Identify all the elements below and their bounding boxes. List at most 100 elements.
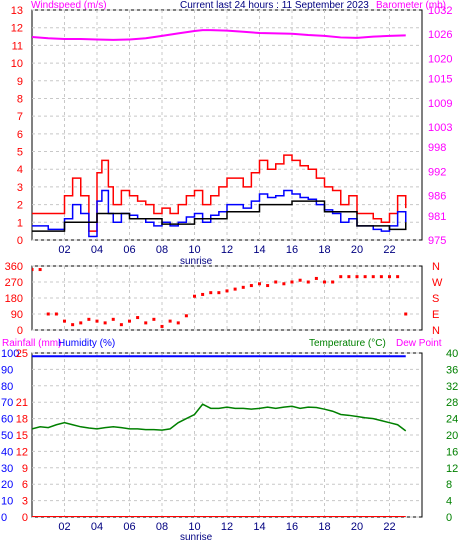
rain-tick-label: 12 [16,446,28,458]
y-tick-label: 270 [5,277,23,289]
y-tick-label: 360 [5,261,23,273]
temperature-tick-label: 4 [446,496,452,508]
compass-tick-label: S [432,293,439,305]
dewpoint-label: Dew Point [396,338,442,349]
y-tick-label: 1 [17,217,23,229]
direction-point [38,268,42,272]
direction-point [95,319,99,323]
direction-point [323,280,326,284]
y-tick-label: 3 [17,182,23,194]
temperature-tick-label: 20 [446,430,458,442]
temperature-tick-label: 12 [446,463,458,475]
sunrise-label-2: sunrise [180,532,213,542]
direction-point [233,287,237,291]
barometer-y-ticks: 975 981 986 992 998 1003 1009 1015 1020 1026 1032 [428,5,452,247]
humidity-rain-y-ticks: 0 10 20 30 40 50 60 70 80 90 100 0 3 6 9 12 15 18 21 25 [1,348,28,524]
x-tick-label: 02 [58,521,70,533]
direction-point [249,284,253,288]
rain-tick-label: 6 [22,479,28,491]
y-tick-label: 5 [17,147,23,159]
direction-point [306,280,310,284]
temperature-tick-label: 32 [446,381,458,393]
direction-point [379,275,383,279]
y-tick-label: 9 [17,76,23,88]
compass-tick-label: N [432,325,440,337]
x-tick-label: 14 [253,521,265,533]
compass-tick-label: W [432,277,443,289]
y2-tick-label: 986 [428,191,446,203]
y-tick-label: 4 [17,164,23,176]
direction-point [152,317,156,321]
direction-point [314,276,318,280]
direction-point [103,321,107,325]
temperature-label: Temperature (°C) [309,338,386,349]
y-tick-label: 10 [11,58,23,70]
x-tick-label: 08 [156,244,168,256]
y-tick-label: 0 [17,235,23,247]
temperature-y-ticks: 0 4 8 12 16 20 24 28 32 36 40 [446,348,458,524]
direction-point [193,294,196,298]
series-gust-line [32,154,407,232]
direction-point [136,316,140,320]
direction-point [209,291,213,295]
humidity-tick-label: 20 [1,479,13,491]
direction-grid [32,265,422,331]
direction-point [79,321,83,325]
series-mean-line [32,200,407,232]
direction-point [363,275,367,279]
temperature-tick-label: 24 [446,414,458,426]
direction-point [339,275,343,279]
temperature-tick-label: 8 [446,479,452,491]
direction-y-ticks: 0 90 180 270 360 [5,261,23,337]
y-tick-label: 180 [5,293,23,305]
rain-tick-label: 3 [22,496,28,508]
y2-tick-label: 1026 [428,29,452,41]
compass-tick-label: E [432,309,439,321]
x-tick-label: 18 [318,521,330,533]
y-tick-label: 8 [17,93,23,105]
direction-point [282,282,286,286]
x-tick-label: 20 [351,244,363,256]
direction-series [32,268,408,328]
rain-tick-label: 18 [16,414,28,426]
y2-tick-label: 975 [428,235,446,247]
climate-series [32,355,407,517]
y2-tick-label: 992 [428,166,446,178]
x-tick-label: 06 [123,244,135,256]
direction-point [119,323,123,327]
direction-point [347,275,351,279]
direction-point [71,323,75,327]
rainfall-label: Rainfall (mm) [2,338,61,349]
rain-tick-label: 15 [16,430,28,442]
wind-series [32,29,407,238]
y-tick-label: 2 [17,200,23,212]
direction-point [388,275,391,279]
barometer-label: Barometer (mb) [376,0,446,11]
direction-point [225,289,229,293]
y2-tick-label: 981 [428,211,446,223]
y2-tick-label: 998 [428,142,446,154]
y-tick-label: 7 [17,111,23,123]
x-tick-label: 04 [91,521,103,533]
direction-point [241,285,245,289]
direction-point [87,317,91,321]
x-tick-label: 22 [383,521,395,533]
humidity-tick-label: 50 [1,430,13,442]
humidity-tick-label: 40 [1,446,13,458]
humidity-tick-label: 30 [1,463,13,475]
sunrise-label-1: sunrise [180,256,213,267]
rain-tick-label: 25 [16,348,28,360]
rain-tick-label: 9 [22,463,28,475]
direction-point [396,275,400,279]
x-tick-label: 16 [286,244,298,256]
direction-point [184,314,188,318]
x-tick-label: 06 [123,521,135,533]
direction-point [201,292,205,296]
windspeed-label: Windspeed (m/s) [31,0,107,11]
temperature-tick-label: 40 [446,348,458,360]
direction-point [331,280,335,284]
temperature-tick-label: 16 [446,446,458,458]
